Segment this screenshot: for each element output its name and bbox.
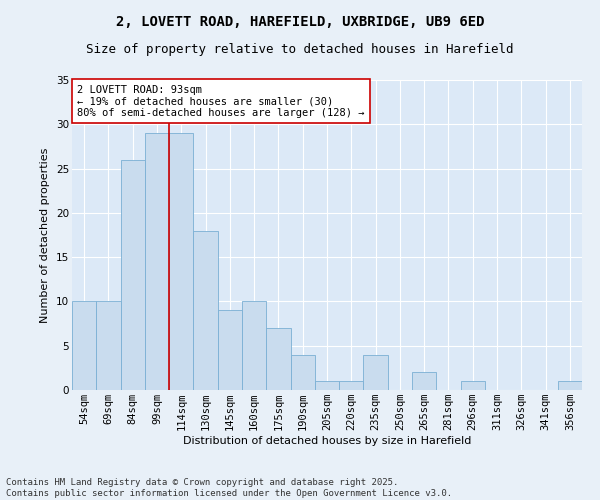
Text: Contains HM Land Registry data © Crown copyright and database right 2025.
Contai: Contains HM Land Registry data © Crown c… xyxy=(6,478,452,498)
X-axis label: Distribution of detached houses by size in Harefield: Distribution of detached houses by size … xyxy=(183,436,471,446)
Y-axis label: Number of detached properties: Number of detached properties xyxy=(40,148,50,322)
Bar xyxy=(121,160,145,390)
Bar xyxy=(339,381,364,390)
Bar xyxy=(242,302,266,390)
Text: 2, LOVETT ROAD, HAREFIELD, UXBRIDGE, UB9 6ED: 2, LOVETT ROAD, HAREFIELD, UXBRIDGE, UB9… xyxy=(116,15,484,29)
Bar xyxy=(96,302,121,390)
Bar xyxy=(412,372,436,390)
Bar xyxy=(193,230,218,390)
Bar xyxy=(218,310,242,390)
Bar xyxy=(315,381,339,390)
Bar xyxy=(266,328,290,390)
Bar xyxy=(145,133,169,390)
Text: Size of property relative to detached houses in Harefield: Size of property relative to detached ho… xyxy=(86,42,514,56)
Bar xyxy=(290,354,315,390)
Bar xyxy=(72,302,96,390)
Bar xyxy=(169,133,193,390)
Bar xyxy=(461,381,485,390)
Bar xyxy=(558,381,582,390)
Text: 2 LOVETT ROAD: 93sqm
← 19% of detached houses are smaller (30)
80% of semi-detac: 2 LOVETT ROAD: 93sqm ← 19% of detached h… xyxy=(77,84,365,118)
Bar xyxy=(364,354,388,390)
